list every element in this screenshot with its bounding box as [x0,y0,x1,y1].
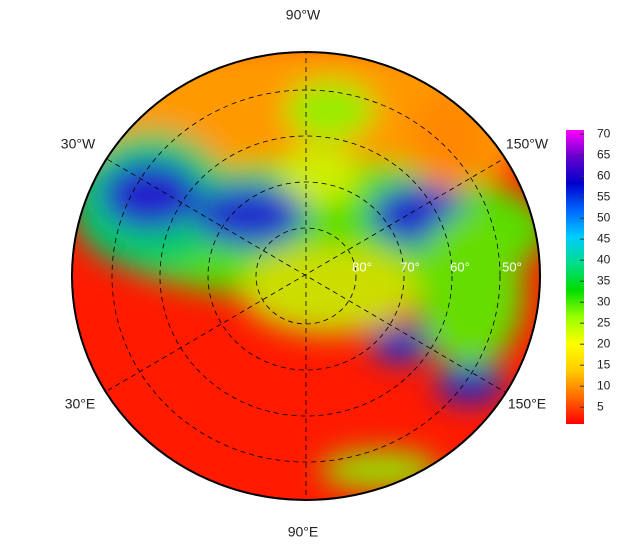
colorbar-tick-label: 35 [597,273,611,287]
colorbar-tick-label: 55 [597,189,611,203]
latitude-label: 60° [450,259,470,274]
latitude-label: 70° [400,259,420,274]
colorbar-tick-label: 50 [597,210,611,224]
colorbar-tick-label: 60 [597,168,611,182]
longitude-label: 90°E [288,524,319,540]
longitude-label: 30°W [61,136,96,152]
colorbar-tick-label: 5 [597,399,604,413]
map-field [72,52,540,500]
colorbar-scale [566,130,584,424]
colorbar-tick-label: 15 [597,357,611,371]
longitude-label: 150°E [508,396,546,412]
latitude-label: 80° [352,259,372,274]
colorbar: 5 10 15 20 25 30 35 40 45 50 55 60 65 70 [566,126,611,424]
longitude-label: 150°W [506,136,549,152]
latitude-label: 50° [502,259,522,274]
colorbar-tick-label: 25 [597,315,611,329]
longitude-labels: 90°W 30°W 150°W 30°E 150°E 90°E [61,7,549,540]
colorbar-tick-label: 40 [597,252,611,266]
longitude-label: 90°W [286,7,321,23]
colorbar-tick-label: 10 [597,378,611,392]
colorbar-tick-label: 70 [597,126,611,140]
latitude-labels: 80° 70° 60° 50° [352,259,522,274]
colorbar-tick-label: 30 [597,294,611,308]
colorbar-tick-label: 65 [597,147,611,161]
longitude-label: 30°E [65,396,96,412]
map-border [71,51,541,501]
colorbar-tick-label: 20 [597,336,611,350]
colorbar-tick-label: 45 [597,231,611,245]
